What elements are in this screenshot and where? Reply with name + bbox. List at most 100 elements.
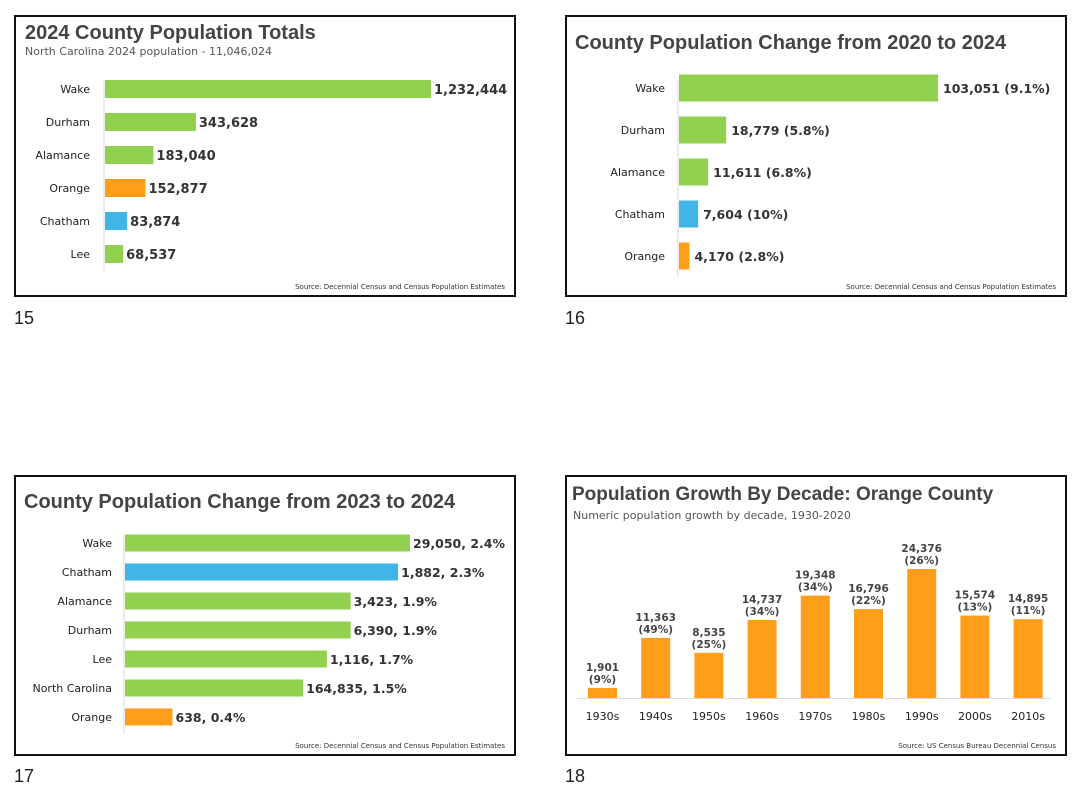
data-label-percent: (25%)	[692, 639, 727, 651]
bar-orange	[125, 708, 173, 726]
data-label-value: 14,895	[1008, 593, 1049, 605]
category-label: 1940s	[639, 710, 673, 723]
slide-title: County Population Change from 2023 to 20…	[24, 491, 456, 513]
bar-wake	[125, 534, 410, 552]
bar-chatham	[679, 200, 699, 228]
bar-durham	[679, 116, 727, 144]
bar-chatham	[125, 563, 399, 581]
bar-lee	[105, 245, 124, 263]
county-totals-chart: Wake 1,232,444 Durham 343,628 Alamance 183,04…	[35, 80, 507, 271]
data-label-value: 1,901	[586, 662, 619, 674]
slide-title: 2024 County Population Totals	[25, 22, 316, 44]
bar-2000s	[960, 615, 990, 698]
data-label: 7,604 (10%)	[703, 207, 788, 222]
bar-alamance	[105, 146, 154, 164]
slide-subtitle: North Carolina 2024 population - 11,046,…	[25, 45, 272, 58]
slide-18: Population Growth By Decade: Orange Coun…	[565, 475, 1067, 756]
page-number: 17	[14, 766, 35, 786]
slide-16: County Population Change from 2020 to 20…	[565, 15, 1067, 297]
category-label: 1990s	[905, 710, 939, 723]
slide-subtitle: Numeric population growth by decade, 193…	[573, 509, 851, 522]
data-label-value: 16,796	[848, 583, 889, 595]
category-label: Orange	[624, 250, 665, 263]
data-label-value: 24,376	[901, 543, 942, 555]
bar-2010s	[1013, 619, 1043, 698]
data-label-percent: (13%)	[958, 602, 993, 614]
category-label: Alamance	[57, 595, 112, 608]
change-2023-2024-chart: Wake 29,050, 2.4% Chatham 1,882, 2.3% Alaman…	[32, 534, 505, 734]
data-label: 103,051 (9.1%)	[943, 81, 1050, 96]
data-label: 18,779 (5.8%)	[731, 123, 830, 138]
data-label-percent: (11%)	[1011, 605, 1046, 617]
bar-1940s	[641, 637, 671, 698]
category-label: Durham	[621, 124, 665, 137]
category-label: Wake	[60, 83, 90, 96]
category-label: Chatham	[40, 215, 90, 228]
category-label: Lee	[93, 653, 113, 666]
data-label: 4,170 (2.8%)	[694, 249, 784, 264]
slide-17: County Population Change from 2023 to 20…	[14, 475, 516, 756]
bar-wake	[679, 74, 938, 102]
category-label: Alamance	[35, 149, 90, 162]
data-label: 29,050, 2.4%	[413, 536, 505, 551]
category-label: 1970s	[798, 710, 832, 723]
category-label: Orange	[71, 711, 112, 724]
bar-1950s	[694, 652, 724, 698]
category-label: Chatham	[615, 208, 665, 221]
data-label: 11,611 (6.8%)	[713, 165, 812, 180]
category-label: 1950s	[692, 710, 726, 723]
category-label: Wake	[635, 82, 665, 95]
bar-1980s	[854, 609, 883, 698]
page-number: 15	[14, 308, 35, 328]
category-label: Orange	[49, 182, 90, 195]
data-label-percent: (26%)	[904, 555, 939, 567]
data-label-percent: (34%)	[745, 606, 780, 618]
bar-wake	[105, 80, 431, 98]
data-label: 6,390, 1.9%	[354, 623, 438, 638]
data-label-percent: (49%)	[638, 624, 673, 636]
data-label: 83,874	[130, 215, 180, 230]
data-label: 638, 0.4%	[176, 710, 246, 725]
page-number: 16	[565, 308, 586, 328]
data-label: 164,835, 1.5%	[306, 681, 407, 696]
data-label: 1,116, 1.7%	[330, 652, 414, 667]
bar-1960s	[747, 620, 777, 698]
data-label-percent: (9%)	[589, 674, 616, 686]
bar-1990s	[907, 569, 937, 698]
bar-orange	[679, 242, 690, 270]
slide-title: County Population Change from 2020 to 20…	[575, 32, 1007, 54]
data-label: 1,232,444	[434, 83, 507, 98]
category-label: Lee	[71, 248, 91, 261]
category-label: Durham	[68, 624, 112, 637]
category-label: Durham	[46, 116, 90, 129]
source-note: Source: Decennial Census and Census Popu…	[295, 283, 505, 291]
data-label: 68,537	[126, 248, 176, 263]
category-label: Alamance	[610, 166, 665, 179]
data-label-percent: (34%)	[798, 582, 833, 594]
bar-north-carolina	[125, 679, 304, 697]
data-label: 343,628	[199, 116, 258, 131]
category-label: 2010s	[1011, 710, 1045, 723]
category-label: 1980s	[852, 710, 886, 723]
bar-lee	[125, 650, 327, 668]
source-note: Source: US Census Bureau Decennial Censu…	[898, 742, 1056, 750]
data-label: 152,877	[148, 182, 207, 197]
bar-chatham	[105, 212, 128, 230]
change-2020-2024-chart: Wake 103,051 (9.1%) Durham 18,779 (5.8%) Ala…	[610, 74, 1050, 278]
category-label: Wake	[82, 537, 112, 550]
decade-growth-chart: 1,901(9%) 1930s 11,363(49%) 1940s 8,535(25%)…	[577, 543, 1051, 723]
data-label: 1,882, 2.3%	[401, 565, 485, 580]
data-label: 3,423, 1.9%	[354, 594, 438, 609]
category-label: 1960s	[745, 710, 779, 723]
page-number: 18	[565, 766, 586, 786]
bar-durham	[105, 113, 196, 131]
category-label: North Carolina	[32, 682, 112, 695]
bar-1970s	[800, 595, 830, 698]
bar-alamance	[125, 592, 351, 610]
bar-orange	[105, 179, 146, 197]
bar-1930s	[588, 687, 617, 698]
slide-title: Population Growth By Decade: Orange Coun…	[572, 484, 994, 505]
bar-alamance	[679, 158, 709, 186]
category-label: Chatham	[62, 566, 112, 579]
data-label-value: 14,737	[742, 594, 783, 606]
